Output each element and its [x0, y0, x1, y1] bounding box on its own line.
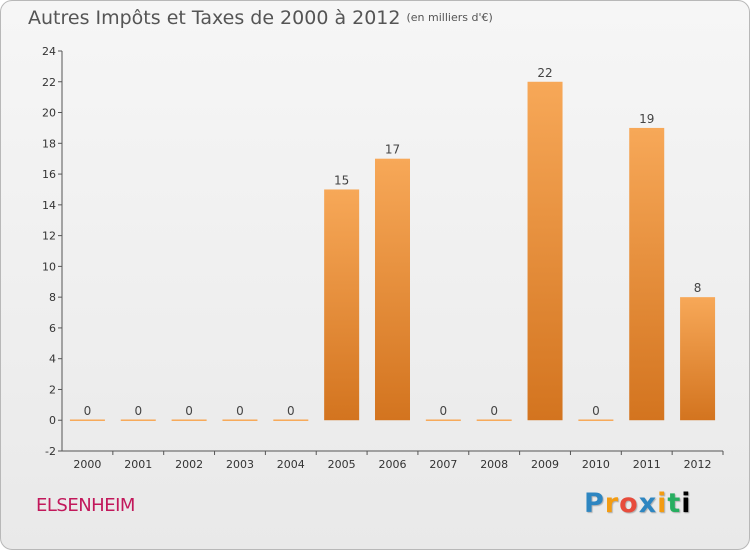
chart-title: Autres Impôts et Taxes de 2000 à 2012 (en…	[28, 7, 493, 29]
x-tick-label: 2000	[73, 458, 101, 471]
y-tick-label: -2	[45, 445, 56, 458]
data-label: 0	[84, 404, 92, 418]
data-label: 22	[537, 66, 552, 80]
data-label: 0	[185, 404, 193, 418]
y-tick-label: 16	[42, 168, 56, 181]
data-label: 0	[592, 404, 600, 418]
y-tick-label: 8	[49, 291, 56, 304]
bar	[578, 419, 614, 421]
data-label: 0	[236, 404, 244, 418]
logo-letter: i	[657, 488, 668, 519]
x-tick-label: 2006	[379, 458, 407, 471]
bar	[324, 189, 360, 421]
bar	[69, 419, 105, 421]
bar	[375, 158, 410, 421]
x-tick-label: 2012	[684, 458, 712, 471]
bar	[476, 419, 512, 421]
logo-letter: x	[638, 488, 658, 519]
data-label: 8	[694, 281, 702, 295]
data-label: 0	[440, 404, 448, 418]
bar	[222, 419, 258, 421]
y-tick-label: 14	[42, 199, 56, 212]
logo-letter: P	[584, 488, 605, 519]
y-tick-label: 20	[42, 107, 56, 120]
x-tick-label: 2001	[124, 458, 152, 471]
y-tick-label: 18	[42, 137, 56, 150]
data-label: 19	[639, 112, 654, 126]
bar	[120, 419, 156, 421]
data-label: 0	[134, 404, 142, 418]
x-tick-label: 2002	[175, 458, 203, 471]
y-tick-label: 6	[49, 322, 56, 335]
chart-unit: (en milliers d'€)	[406, 11, 493, 24]
x-tick-label: 2005	[328, 458, 356, 471]
y-tick-label: 10	[42, 260, 56, 273]
y-tick-label: 22	[42, 76, 56, 89]
chart-labels: 2000 0 2001 0 2002 0 2003 0 2004 0 2005 15 2006 17 200…	[73, 66, 711, 471]
proxiti-logo: Proxiti	[584, 488, 692, 519]
data-label: 15	[334, 173, 349, 187]
commune-name: ELSENHEIM	[36, 495, 135, 516]
logo-letter: t	[667, 488, 682, 519]
logo-letter: i	[681, 488, 692, 519]
bar	[171, 419, 207, 421]
data-label: 0	[490, 404, 498, 418]
x-tick-label: 2007	[429, 458, 457, 471]
data-label: 17	[385, 143, 400, 157]
bar	[425, 419, 461, 421]
bar	[527, 81, 563, 421]
x-tick-label: 2010	[582, 458, 610, 471]
y-tick-label: 2	[49, 383, 56, 396]
x-tick-label: 2004	[277, 458, 305, 471]
x-tick-label: 2009	[531, 458, 559, 471]
y-tick-label: 0	[49, 414, 56, 427]
x-tick-label: 2008	[480, 458, 508, 471]
chart-bars	[69, 81, 716, 421]
logo-letter: r	[604, 488, 620, 519]
logo-letter: o	[619, 488, 639, 519]
y-tick-label: 12	[42, 230, 56, 243]
y-tick-label: 24	[42, 45, 56, 58]
bar	[680, 297, 716, 421]
bar	[273, 419, 309, 421]
data-label: 0	[287, 404, 295, 418]
y-tick-label: 4	[49, 353, 56, 366]
x-tick-label: 2003	[226, 458, 254, 471]
bar	[629, 127, 665, 421]
chart-title-text: Autres Impôts et Taxes de 2000 à 2012	[28, 7, 401, 29]
x-tick-label: 2011	[633, 458, 661, 471]
